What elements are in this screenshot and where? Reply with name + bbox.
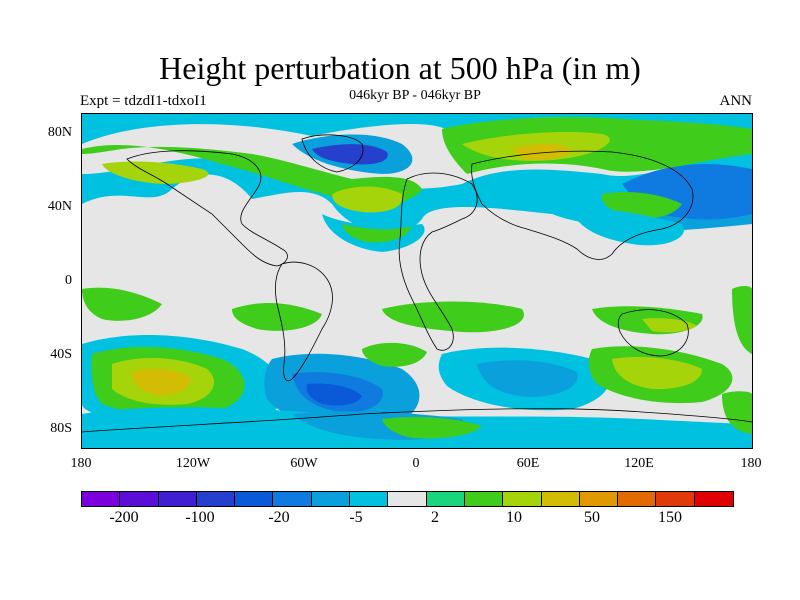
colorbar-swatch bbox=[235, 492, 274, 506]
colorbar-swatch bbox=[82, 492, 121, 506]
colorbar-label: 10 bbox=[506, 509, 522, 526]
colorbar-swatch bbox=[579, 492, 619, 506]
lon-tick-60w: 60W bbox=[290, 456, 318, 471]
contour-map bbox=[82, 114, 752, 448]
lon-tick-180w: 180 bbox=[70, 456, 92, 471]
lat-tick-40n: 40N bbox=[47, 199, 72, 214]
lat-tick-80n: 80N bbox=[47, 125, 72, 140]
lon-tick-120w: 120W bbox=[175, 456, 211, 471]
colorbar-swatch bbox=[273, 492, 312, 506]
colorbar-label: -20 bbox=[268, 509, 290, 526]
colorbar-swatch bbox=[618, 492, 657, 506]
colorbar-swatch bbox=[503, 492, 542, 506]
colorbar-swatch bbox=[311, 492, 351, 506]
colorbar-swatch bbox=[694, 492, 734, 506]
colorbar-swatch bbox=[120, 492, 159, 506]
lat-tick-40s: 40S bbox=[50, 347, 72, 362]
colorbar-label: -100 bbox=[185, 509, 215, 526]
colorbar-label: -5 bbox=[349, 509, 363, 526]
colorbar-swatch bbox=[196, 492, 236, 506]
colorbar-swatch bbox=[158, 492, 197, 506]
lat-tick-0: 0 bbox=[65, 273, 72, 288]
colorbar-swatch bbox=[541, 492, 580, 506]
plot-title: Height perturbation at 500 hPa (in m) bbox=[159, 50, 641, 86]
colorbar-label: 150 bbox=[658, 509, 682, 526]
colorbar-swatch bbox=[656, 492, 695, 506]
map-panel bbox=[81, 113, 753, 449]
lon-tick-180e: 180 bbox=[740, 456, 762, 471]
lon-tick-60e: 60E bbox=[516, 456, 540, 471]
colorbar-swatch bbox=[350, 492, 389, 506]
lat-tick-80s: 80S bbox=[50, 421, 72, 436]
lon-tick-120e: 120E bbox=[624, 456, 654, 471]
lon-tick-0: 0 bbox=[412, 456, 420, 471]
colorbar-label: 50 bbox=[584, 509, 600, 526]
period-label: 046kyr BP - 046kyr BP bbox=[349, 88, 481, 103]
colorbar-swatch bbox=[388, 492, 427, 506]
colorbar-label: -200 bbox=[109, 509, 139, 526]
colorbar-swatch bbox=[426, 492, 465, 506]
colorbar-swatch bbox=[464, 492, 504, 506]
colorbar-label: 2 bbox=[431, 509, 439, 526]
experiment-label: Expt = tdzdI1-tdxoI1 bbox=[80, 93, 207, 109]
colorbar bbox=[81, 491, 735, 507]
season-label: ANN bbox=[719, 93, 753, 109]
